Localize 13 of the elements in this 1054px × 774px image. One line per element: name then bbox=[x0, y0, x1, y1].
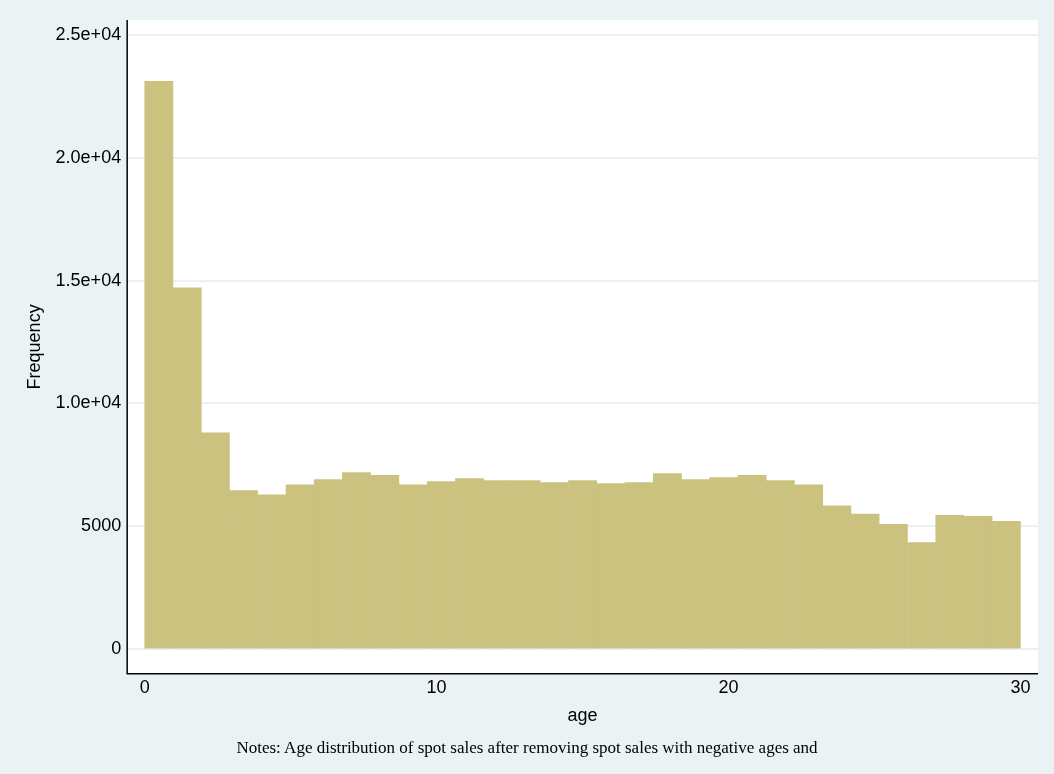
x-axis-title: age bbox=[567, 705, 598, 726]
y-tick-label: 2.0e+04 bbox=[55, 146, 122, 167]
y-axis-title: Frequency bbox=[23, 304, 44, 390]
x-tick-label: 20 bbox=[718, 676, 739, 697]
y-tick-label: 1.5e+04 bbox=[55, 269, 122, 290]
x-tick-label: 0 bbox=[139, 676, 150, 697]
y-tick-label: 0 bbox=[111, 638, 122, 659]
y-tick-label: 2.5e+04 bbox=[55, 23, 122, 44]
x-tick-label: 30 bbox=[1010, 676, 1031, 697]
text: Notes: Age distribution of spot sales after removing spot sales with negative ages and bbox=[235, 738, 819, 758]
y-tick-label: 1.0e+04 bbox=[55, 392, 122, 413]
x-tick-label: 10 bbox=[426, 676, 447, 697]
y-tick-label: 5000 bbox=[81, 515, 122, 536]
